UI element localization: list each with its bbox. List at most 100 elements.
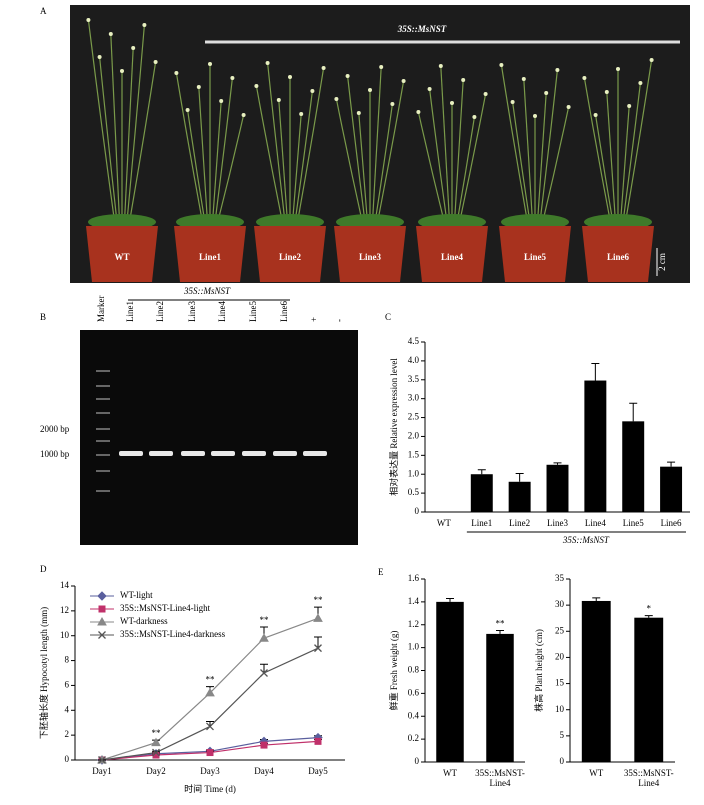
stem	[456, 116, 475, 226]
flower	[604, 90, 609, 94]
flower	[219, 99, 224, 103]
flower	[321, 66, 326, 70]
marker	[151, 737, 161, 747]
bar	[660, 466, 683, 512]
lane-label: Line6	[279, 301, 289, 322]
pot	[254, 226, 326, 282]
bar	[508, 481, 531, 512]
ladder-band	[96, 370, 110, 372]
flower	[108, 32, 113, 36]
flower	[450, 101, 454, 105]
x-tick-label: Day5	[308, 766, 328, 776]
ladder-band	[96, 385, 110, 387]
y-tick-label: 3.5	[408, 374, 420, 384]
flower	[544, 91, 549, 95]
y-tick-label: 0	[65, 754, 70, 764]
pot	[416, 226, 488, 282]
y-tick-label: 1.5	[408, 449, 420, 459]
y-tick-label: 10	[555, 704, 565, 714]
stem	[291, 113, 302, 226]
error-bar	[667, 461, 676, 467]
y-tick-label: 15	[555, 678, 565, 688]
marker	[98, 631, 106, 639]
x-tick-label: Day1	[92, 766, 112, 776]
error-bar	[515, 472, 524, 482]
x-tick-label: Line6	[661, 518, 682, 528]
marker	[205, 687, 215, 697]
y-tick-label: 12	[60, 605, 69, 615]
y-axis-label: 鲜重 Fresh weight (g)	[388, 631, 399, 711]
ladder-band	[96, 470, 110, 472]
panel-label: B	[40, 312, 46, 322]
flower	[438, 64, 443, 68]
stem	[417, 111, 446, 226]
marker	[314, 737, 322, 745]
flower	[472, 115, 477, 119]
flower	[345, 74, 350, 78]
flower	[310, 89, 315, 93]
error-bar	[314, 636, 322, 649]
y-tick-label: 20	[555, 651, 565, 661]
bar	[584, 380, 607, 512]
stem	[523, 78, 534, 226]
flower	[196, 85, 201, 89]
y-tick-label: 0.8	[408, 665, 420, 675]
error-bar	[644, 615, 653, 618]
stem	[128, 61, 157, 226]
flower	[521, 77, 526, 81]
marker	[97, 616, 107, 626]
ladder-band	[96, 412, 110, 414]
panel-label: A	[40, 6, 47, 16]
y-tick-label: 0.5	[408, 487, 420, 497]
annotation: **	[206, 675, 216, 685]
marker	[260, 669, 268, 677]
pot-label: WT	[114, 252, 129, 262]
marker-label: 2000 bp	[40, 424, 70, 434]
pot-label: Line1	[199, 252, 222, 262]
pot-label: Line6	[607, 252, 630, 262]
stem	[123, 47, 134, 226]
legend-label: 35S::MsNST-Line4-light	[120, 603, 211, 613]
flower	[174, 71, 179, 75]
flower	[299, 112, 304, 116]
band	[181, 451, 205, 456]
flower	[649, 58, 654, 62]
marker	[98, 605, 106, 613]
marker	[98, 756, 106, 764]
flower	[638, 81, 643, 85]
flower	[483, 92, 488, 96]
flower	[276, 98, 281, 102]
pot	[499, 226, 571, 282]
error-bar	[446, 597, 454, 602]
ladder-band	[96, 454, 110, 456]
stem	[453, 79, 464, 226]
y-tick-label: 2.5	[408, 412, 420, 422]
y-axis-label: 相对表达量 Relative expression level	[388, 358, 399, 496]
stem	[296, 67, 325, 226]
stem	[267, 62, 286, 226]
flower	[208, 62, 212, 66]
flower	[185, 108, 190, 112]
band	[273, 451, 297, 456]
flower	[379, 65, 384, 69]
stem	[539, 69, 558, 226]
y-tick-label: 5	[560, 730, 565, 740]
stem	[376, 80, 405, 226]
pot	[86, 226, 158, 282]
marker	[260, 741, 268, 749]
stem	[294, 90, 313, 226]
marker	[314, 644, 322, 653]
flower	[401, 79, 406, 83]
lane-label: Line3	[187, 301, 197, 322]
error-bar	[591, 363, 600, 381]
y-tick-label: 6	[65, 679, 70, 689]
flower	[288, 75, 292, 79]
flower	[390, 102, 395, 106]
stem	[126, 24, 145, 226]
stem	[335, 98, 364, 226]
marker	[206, 722, 214, 731]
lane-label: Line5	[248, 301, 258, 322]
x-tick-label: Line3	[547, 518, 568, 528]
annotation: **	[314, 595, 324, 605]
band	[119, 451, 143, 456]
